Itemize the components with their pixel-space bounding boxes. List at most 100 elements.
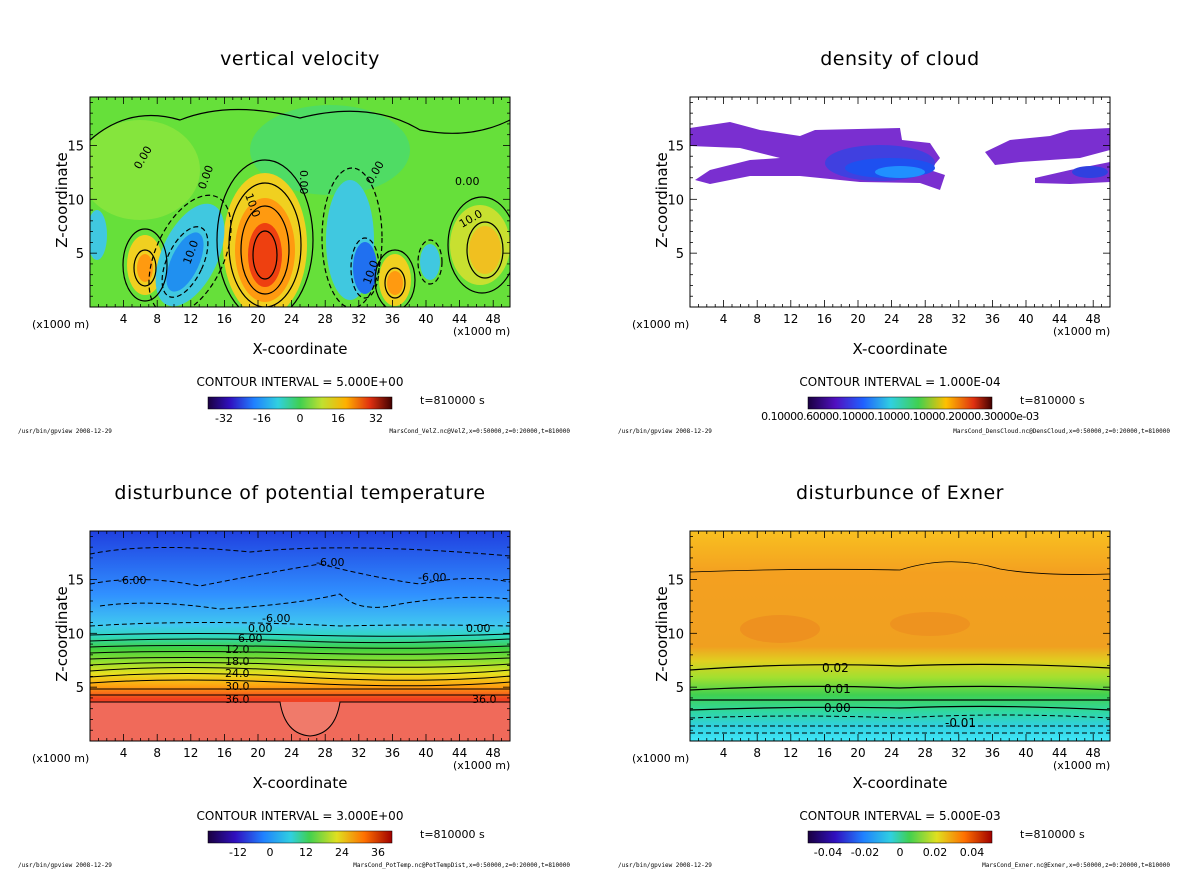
x-tick-label: 16 bbox=[817, 312, 832, 326]
x-tick-label: 44 bbox=[1052, 746, 1067, 760]
potential-temperature-field bbox=[90, 531, 510, 741]
colorbar bbox=[207, 396, 393, 410]
x-tick-label: 4 bbox=[720, 312, 728, 326]
x-unit-right: (x1000 m) bbox=[1053, 759, 1111, 772]
contour-interval: CONTOUR INTERVAL = 5.000E-03 bbox=[799, 809, 1001, 823]
panel-title: density of cloud bbox=[820, 48, 980, 70]
x-tick-label: 28 bbox=[918, 746, 933, 760]
x-tick-label: 24 bbox=[284, 312, 299, 326]
x-tick-label: 16 bbox=[217, 746, 232, 760]
x-tick-label: 28 bbox=[918, 312, 933, 326]
footer-source: MarsCond_DensCloud.nc@DensCloud,x=0:5000… bbox=[953, 428, 1170, 435]
contour-label-t1: -6.00 bbox=[316, 556, 344, 569]
panel-potential-temperature: -6.00 -6.00 -6.00 -6.00 0.00 0.00 6.00 1… bbox=[0, 434, 600, 869]
x-axis-label: X-coordinate bbox=[252, 340, 348, 358]
colorbar-tick: -16 bbox=[253, 412, 271, 425]
panel-density-of-cloud: 4 8 12 16 20 24 28 32 36 40 44 48 5 10 15 density of … bbox=[600, 0, 1200, 435]
contour-label-e0: 0.02 bbox=[822, 661, 849, 675]
y-tick-label: 5 bbox=[76, 681, 84, 696]
contour-label-t7: 12.0 bbox=[225, 643, 250, 656]
x-axis-label: X-coordinate bbox=[852, 340, 948, 358]
x-unit-left: (x1000 m) bbox=[632, 752, 690, 765]
y-tick-label: 15 bbox=[667, 573, 684, 588]
contour-label-t5: 0.00 bbox=[466, 622, 491, 635]
y-tick-label: 15 bbox=[67, 139, 84, 154]
y-tick-label: 15 bbox=[67, 573, 84, 588]
footer-path: /usr/bin/gpview 2008-12-29 bbox=[18, 862, 112, 869]
colorbar-tick: -0.04 bbox=[813, 846, 843, 859]
colorbar-overlap-label: 0.10000.60000.10000.10000.10000.20000.30… bbox=[761, 410, 1039, 423]
x-tick-label: 20 bbox=[850, 746, 865, 760]
x-tick-label: 44 bbox=[452, 312, 467, 326]
colorbar-tick: 24 bbox=[335, 846, 349, 859]
contour-label-t2: -6.00 bbox=[418, 571, 446, 584]
x-tick-label: 28 bbox=[318, 746, 333, 760]
time-label: t=810000 s bbox=[420, 394, 485, 407]
x-tick-label: 20 bbox=[850, 312, 865, 326]
x-tick-label: 48 bbox=[1086, 312, 1101, 326]
panel-title: vertical velocity bbox=[220, 48, 380, 70]
y-axis-label: Z-coordinate bbox=[653, 586, 671, 682]
y-tick-label: 15 bbox=[667, 139, 684, 154]
x-tick-label: 36 bbox=[985, 312, 1000, 326]
plot-exner: 0.02 0.01 0.00 -0.01 4 8 12 16 20 24 28 32 36 40 4… bbox=[667, 530, 1111, 844]
y-tick-label: 5 bbox=[676, 247, 684, 262]
contour-label-t3: -6.00 bbox=[262, 612, 290, 625]
x-tick-label: 40 bbox=[1018, 746, 1033, 760]
x-tick-label: 32 bbox=[351, 312, 366, 326]
x-axis-label: X-coordinate bbox=[252, 774, 348, 792]
y-tick-label: 5 bbox=[676, 681, 684, 696]
x-tick-label: 24 bbox=[884, 312, 899, 326]
contour-label-t12: 36.0 bbox=[472, 693, 497, 706]
x-tick-label: 40 bbox=[418, 312, 433, 326]
footer-path: /usr/bin/gpview 2008-12-29 bbox=[618, 428, 712, 435]
contour-label-t4: 0.00 bbox=[248, 622, 273, 635]
contour-label-t10: 30.0 bbox=[225, 680, 250, 693]
colorbar-tick: 16 bbox=[331, 412, 345, 425]
contour-label-v2: 0.00 bbox=[297, 170, 310, 195]
exner-field bbox=[690, 531, 1110, 741]
x-tick-label: 36 bbox=[385, 312, 400, 326]
y-tick-label: 5 bbox=[76, 247, 84, 262]
colorbar-tick: -12 bbox=[229, 846, 247, 859]
y-tick-label: 10 bbox=[67, 627, 84, 642]
x-tick-label: 32 bbox=[951, 312, 966, 326]
colorbar-tick: 0 bbox=[896, 846, 904, 859]
colorbar-tick: 0 bbox=[296, 412, 304, 425]
x-tick-label: 12 bbox=[183, 312, 198, 326]
plot-potential-temperature: -6.00 -6.00 -6.00 -6.00 0.00 0.00 6.00 1… bbox=[67, 530, 511, 844]
x-unit-right: (x1000 m) bbox=[453, 759, 511, 772]
x-tick-label: 8 bbox=[753, 312, 761, 326]
colorbar-tick: -0.02 bbox=[850, 846, 880, 859]
velocity-field bbox=[90, 97, 510, 307]
x-tick-label: 44 bbox=[452, 746, 467, 760]
x-tick-label: 4 bbox=[120, 746, 128, 760]
panel-title: disturbunce of Exner bbox=[795, 482, 1004, 504]
x-tick-label: 12 bbox=[183, 746, 198, 760]
x-tick-label: 8 bbox=[153, 746, 161, 760]
time-label: t=810000 s bbox=[420, 828, 485, 841]
x-tick-label: 20 bbox=[250, 746, 265, 760]
contour-label-e1: 0.01 bbox=[824, 682, 851, 696]
x-tick-label: 8 bbox=[753, 746, 761, 760]
plot-vertical-velocity: 0.00 0.00 0.00 0.00 0.00 10.0 10.0 10.0 … bbox=[67, 96, 511, 410]
y-tick-label: 10 bbox=[667, 627, 684, 642]
x-tick-label: 24 bbox=[884, 746, 899, 760]
x-tick-label: 44 bbox=[1052, 312, 1067, 326]
contour-label-t6: 6.00 bbox=[238, 632, 263, 645]
footer-source: MarsCond_Exner.nc@Exner,x=0:50000,z=0:20… bbox=[982, 862, 1170, 869]
x-tick-label: 16 bbox=[217, 312, 232, 326]
footer-source: MarsCond_VelZ.nc@VelZ,x=0:50000,z=0:2000… bbox=[389, 428, 570, 435]
panel-exner: 0.02 0.01 0.00 -0.01 4 8 12 16 20 24 28 32 36 40 4… bbox=[600, 434, 1200, 869]
x-tick-label: 12 bbox=[783, 312, 798, 326]
contour-interval: CONTOUR INTERVAL = 1.000E-04 bbox=[799, 375, 1001, 389]
x-tick-label: 24 bbox=[284, 746, 299, 760]
contour-label-v4: 0.00 bbox=[455, 175, 480, 188]
contour-interval: CONTOUR INTERVAL = 5.000E+00 bbox=[196, 375, 404, 389]
y-tick-label: 10 bbox=[67, 193, 84, 208]
x-unit-right: (x1000 m) bbox=[1053, 325, 1111, 338]
x-tick-label: 40 bbox=[1018, 312, 1033, 326]
contour-label-e2: 0.00 bbox=[824, 701, 851, 715]
x-tick-label: 32 bbox=[351, 746, 366, 760]
